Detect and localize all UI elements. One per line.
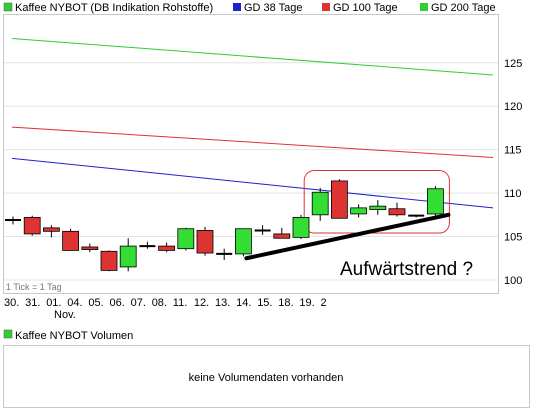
ma-line [11,157,494,209]
x-tick-label: 15. [257,297,272,309]
x-tick-label: 30. [4,297,19,309]
candle [5,216,21,225]
y-tick-label: 110 [504,188,522,200]
x-tick-label: 14. [236,297,251,309]
candle [330,179,348,219]
legend-gd38: GD 38 Tage [244,2,303,14]
candle-body [23,217,41,235]
x-tick-label: 12. [194,297,209,309]
candle [62,228,79,251]
candle [408,214,425,218]
candle [158,242,176,253]
x-axis: 30. 31. 01. 04. 05. 06. 07. 08. 11. 12. 13. 14. 15. 1… [4,297,327,309]
trend-annotation: Aufwärtstrend ? [340,259,473,280]
moving-averages [11,37,494,209]
candle [81,243,99,253]
candle [216,248,233,260]
candle [23,215,41,236]
candle-body [62,230,79,251]
grid [4,62,498,281]
candle [234,228,252,257]
legend-swatch-gd200-icon [420,3,428,11]
volume-panel: Kaffee NYBOT Volumen keine Volumendaten … [3,329,530,408]
trendline [244,212,451,261]
chart-title: Kaffee NYBOT (DB Indikation Rohstoffe) [15,2,213,14]
y-tick-label: 125 [504,58,522,70]
legend-swatch-gd100-icon [322,3,330,11]
candle-body [426,188,444,215]
candle-body [369,205,387,210]
x-tick-label: 18. [278,297,293,309]
candle-body [158,245,176,251]
candle-body [177,228,195,250]
y-tick-label: 100 [504,275,522,287]
candle [292,214,310,240]
x-tick-label: 31. [25,297,40,309]
y-tick-label: 120 [504,101,522,113]
volume-title: Kaffee NYBOT Volumen [15,330,133,342]
x-tick-label: 19. [299,297,314,309]
x-tick-label: 2 [321,297,327,309]
candle-body [273,233,291,239]
candle [369,200,387,215]
x-tick-label: 07. [131,297,146,309]
tick-note: 1 Tick = 1 Tag [6,282,62,292]
candle-body [234,228,252,255]
x-tick-label: 06. [110,297,125,309]
legend-gd200: GD 200 Tage [431,2,496,14]
candle-body [119,245,137,268]
candle [177,227,195,251]
candle [388,202,406,217]
legend-gd100: GD 100 Tage [333,2,398,14]
candle-body [311,191,329,216]
volume-plot-frame [3,345,530,408]
chart-legend: Kaffee NYBOT (DB Indikation Rohstoffe) G… [3,2,496,14]
title-swatch-icon [3,2,13,12]
candle [119,238,137,272]
ma-line [11,126,494,158]
candles [5,179,444,272]
candle-body [388,208,406,216]
candle-body [350,207,368,215]
x-tick-label: 13. [215,297,230,309]
x-tick-label: 04. [67,297,82,309]
candle [350,204,368,218]
candle-body [330,180,348,219]
candle [311,187,329,221]
candle [254,225,271,235]
x-tick-label: 01. [46,297,61,309]
ma-line [11,37,494,76]
x-sublabel-month: Nov. [54,309,76,321]
x-tick-label: 08. [152,297,167,309]
volume-swatch-icon [3,329,13,339]
candle-body [81,246,99,250]
x-tick-label: 05. [88,297,103,309]
volume-message: keine Volumendaten vorhanden [189,372,344,384]
legend-swatch-gd38-icon [233,3,241,11]
candle [273,227,291,239]
y-tick-label: 115 [504,145,522,157]
candle [426,186,444,216]
highlight-box [303,170,450,234]
candle [43,225,60,238]
candle [196,226,214,256]
y-axis: 100 105 110 115 120 125 [504,58,522,287]
candle-body [100,250,118,271]
candle [139,241,156,249]
candle-body [196,230,214,254]
x-tick-label: 11. [173,297,187,309]
candle [100,250,118,272]
candle-body [292,217,310,238]
candle-body [43,227,60,232]
y-tick-label: 105 [504,232,522,244]
